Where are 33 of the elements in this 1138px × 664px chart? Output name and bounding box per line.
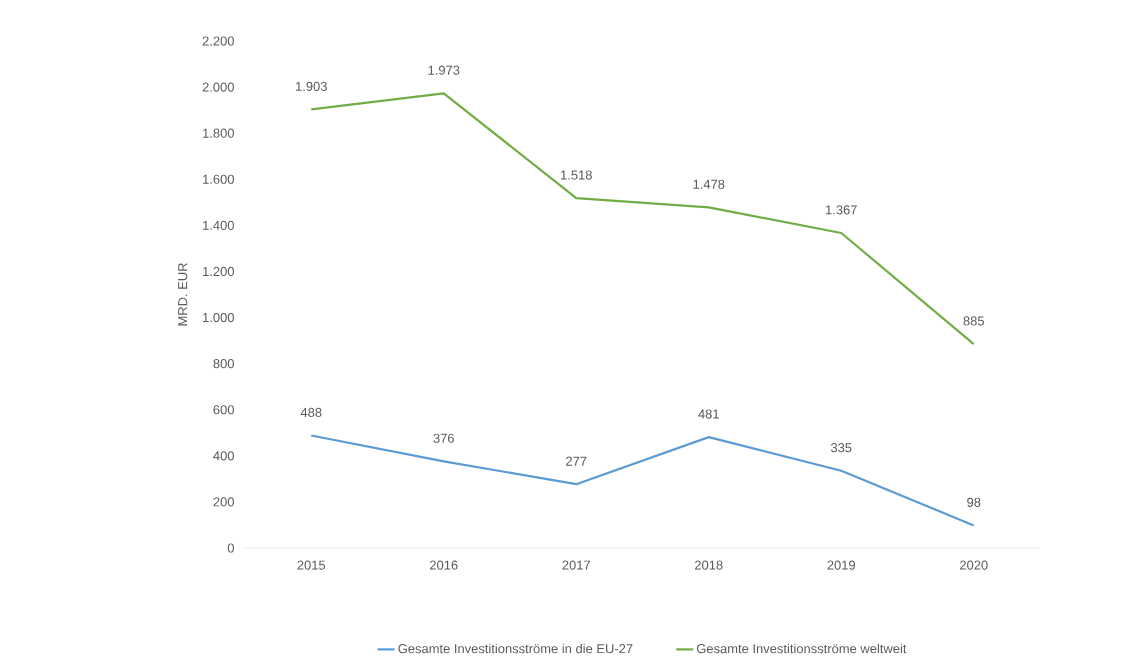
y-tick-label: 1.800 (203, 128, 234, 138)
data-label: 481 (698, 409, 719, 419)
y-tick-label: 400 (213, 451, 234, 461)
data-label: 488 (300, 407, 322, 418)
y-tick-label: 2.200 (202, 36, 234, 46)
data-label: 277 (566, 456, 587, 466)
data-label: 376 (433, 433, 454, 443)
x-tick-label: 2020 (960, 560, 988, 570)
y-tick-label: 600 (213, 405, 234, 415)
y-tick-label: 1.400 (203, 220, 234, 230)
data-label: 335 (830, 443, 852, 453)
y-tick-label: 800 (213, 359, 234, 369)
data-label: 1.903 (296, 81, 327, 91)
y-tick-label: 200 (213, 497, 234, 507)
x-tick-label: 2019 (827, 560, 856, 570)
y-tick-label: 1.600 (203, 174, 234, 184)
data-label: 1.518 (561, 170, 592, 180)
y-tick-label: 1.000 (203, 312, 234, 323)
y-axis-title: MRD. EUR (178, 263, 188, 326)
y-tick-label: 1.200 (203, 266, 234, 277)
data-label: 98 (967, 497, 981, 507)
legend-label: Gesamte Investitionsströme weltweit (696, 643, 907, 654)
y-tick-label: 2.000 (202, 82, 234, 92)
y-tick-label: 0 (227, 543, 234, 553)
x-tick-label: 2015 (297, 560, 326, 570)
legend-label: Gesamte Investitionsströme in die EU-27 (398, 643, 633, 654)
data-label: 1.973 (428, 65, 460, 75)
data-label: 1.478 (693, 179, 725, 189)
x-tick-label: 2018 (695, 560, 723, 570)
data-label: 885 (963, 316, 985, 326)
x-tick-label: 2016 (430, 560, 458, 570)
data-label: 1.367 (826, 205, 857, 215)
x-tick-label: 2017 (562, 560, 590, 570)
